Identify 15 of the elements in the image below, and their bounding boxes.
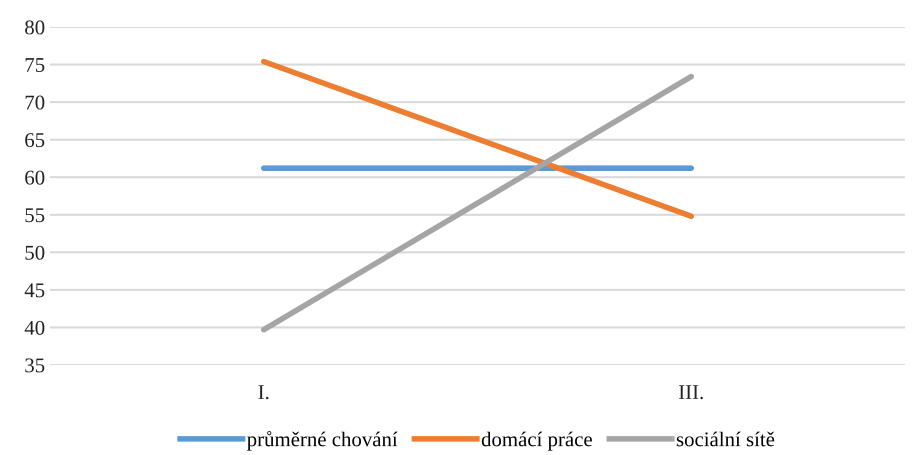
legend-label: sociální sítě [676, 432, 774, 446]
x-tick-label: III. [678, 385, 703, 400]
y-tick-label: 60 [25, 170, 44, 185]
legend-label: průměrné chování [247, 431, 398, 451]
y-tick-label: 75 [26, 58, 44, 72]
y-tick-label: 65 [25, 133, 44, 148]
y-tick-label: 40 [24, 320, 44, 335]
y-tick-label: 80 [25, 20, 44, 34]
y-tick-label: 35 [25, 358, 44, 372]
y-tick-label: 50 [26, 246, 44, 260]
y-tick-label: 70 [26, 95, 44, 110]
legend-label: domácí práce [482, 432, 592, 451]
y-tick-label: 45 [24, 283, 44, 298]
y-tick-label: 55 [26, 208, 44, 222]
x-tick-label: I. [258, 385, 268, 400]
